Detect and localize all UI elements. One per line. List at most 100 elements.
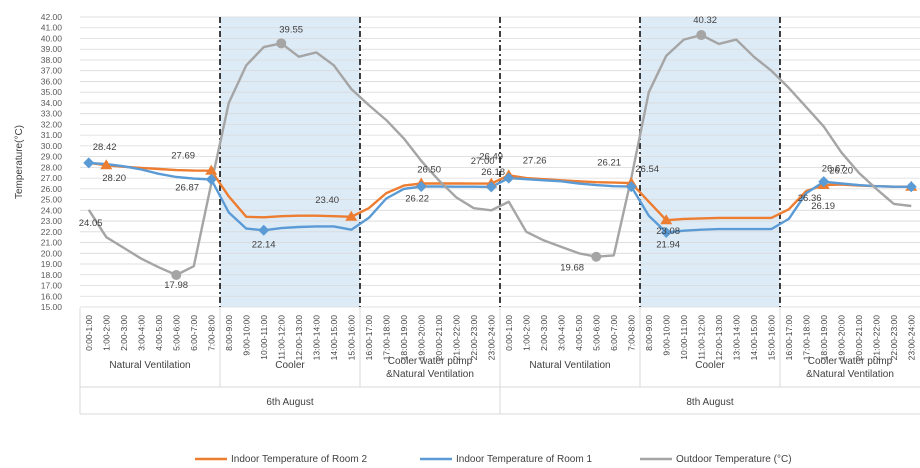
y-tick-label: 41.00 — [41, 23, 63, 33]
x-tick-label: 3:00-4:00 — [136, 315, 146, 351]
x-tick-label: 5:00-6:00 — [591, 315, 601, 351]
legend-label-0: Indoor Temperature of Room 2 — [231, 454, 367, 465]
data-label: 26.18 — [481, 167, 505, 178]
y-tick-label: 27.00 — [41, 173, 63, 183]
x-tick-label: 2:00-3:00 — [119, 315, 129, 351]
x-tick-label: 10:00-11:00 — [679, 315, 689, 360]
y-tick-label: 30.00 — [41, 141, 63, 151]
data-label: 27.69 — [171, 151, 195, 162]
x-tick-label: 14:00-15:00 — [749, 315, 759, 361]
data-label: 26.50 — [417, 164, 441, 175]
y-tick-label: 32.00 — [41, 119, 63, 129]
x-tick-label: 8:00-9:00 — [644, 315, 654, 351]
data-label: 22.14 — [252, 239, 276, 250]
x-tick-label: 20:00-21:00 — [854, 315, 864, 361]
data-label: 27.26 — [523, 155, 547, 166]
series-marker-2 — [591, 251, 602, 262]
x-tick-label: 7:00-8:00 — [626, 315, 636, 351]
series-line-1 — [88, 161, 912, 234]
x-tick-label: 18:00-19:00 — [819, 315, 829, 361]
y-tick-label: 24.00 — [41, 205, 63, 215]
x-tick-label: 17:00-18:00 — [381, 315, 391, 361]
y-tick-label: 19.00 — [41, 259, 63, 269]
series-marker-1 — [905, 181, 917, 193]
x-tick-label: 10:00-11:00 — [259, 315, 269, 360]
series-marker-1 — [503, 172, 515, 184]
data-label: 39.55 — [279, 24, 303, 35]
shaded-region-4 — [640, 17, 780, 307]
data-label: 26.49 — [479, 152, 503, 163]
x-tick-label: 6:00-7:00 — [189, 315, 199, 351]
x-tick-label: 1:00-2:00 — [101, 315, 111, 351]
series-marker-1 — [205, 174, 217, 186]
x-tick-label: 16:00-17:00 — [784, 315, 794, 361]
data-label: 19.68 — [560, 263, 584, 274]
x-tick-label: 3:00-4:00 — [556, 315, 566, 351]
x-tick-label: 13:00-14:00 — [731, 315, 741, 361]
y-tick-label: 26.00 — [41, 184, 63, 194]
series-marker-1 — [818, 176, 830, 188]
series-marker-1 — [415, 180, 427, 192]
data-label: 26.87 — [175, 183, 199, 194]
series-marker-1 — [83, 157, 95, 169]
x-tick-label: 12:00-13:00 — [714, 315, 724, 361]
mode-label-1: Cooler — [275, 360, 305, 371]
x-tick-label: 2:00-3:00 — [539, 315, 549, 351]
day-label-0: 6th August — [266, 397, 313, 408]
x-tick-label: 14:00-15:00 — [329, 315, 339, 361]
x-tick-label: 15:00-16:00 — [346, 315, 356, 361]
data-label: 24.05 — [79, 218, 103, 229]
y-tick-label: 20.00 — [41, 248, 63, 258]
x-tick-label: 4:00-5:00 — [574, 315, 584, 351]
y-tick-label: 35.00 — [41, 87, 63, 97]
legend-label-1: Indoor Temperature of Room 1 — [456, 454, 592, 465]
x-tick-label: 22:00-23:00 — [889, 315, 899, 361]
mode-label-2: Cooler water pump &Natural Ventilation — [386, 356, 474, 380]
data-label: 26.22 — [405, 193, 429, 204]
series-marker-1 — [625, 181, 637, 193]
shaded-region-1 — [220, 17, 360, 307]
data-label: 40.32 — [693, 15, 717, 26]
y-tick-label: 39.00 — [41, 44, 63, 54]
y-tick-label: 36.00 — [41, 76, 63, 86]
x-tick-label: 22:00-23:00 — [469, 315, 479, 361]
data-label: 26.20 — [829, 166, 853, 177]
x-tick-label: 9:00-10:00 — [241, 315, 251, 356]
data-label: 23.40 — [315, 195, 339, 206]
data-label: 26.21 — [597, 158, 621, 169]
y-tick-label: 17.00 — [41, 281, 63, 291]
y-tick-label: 16.00 — [41, 291, 63, 301]
series-marker-1 — [485, 181, 497, 193]
data-label: 28.42 — [93, 142, 117, 153]
y-tick-label: 38.00 — [41, 55, 63, 65]
data-label: 23.08 — [656, 226, 680, 237]
x-tick-label: 17:00-18:00 — [801, 315, 811, 361]
series-marker-0 — [345, 210, 358, 221]
x-tick-label: 11:00-12:00 — [696, 315, 706, 360]
y-tick-label: 40.00 — [41, 33, 63, 43]
y-tick-label: 18.00 — [41, 270, 63, 280]
mode-label-0: Natural Ventilation — [109, 360, 190, 371]
y-tick-label: 31.00 — [41, 130, 63, 140]
x-tick-label: 13:00-14:00 — [311, 315, 321, 361]
x-tick-label: 21:00-22:00 — [451, 315, 461, 361]
y-tick-label: 23.00 — [41, 216, 63, 226]
x-tick-label: 6:00-7:00 — [609, 315, 619, 351]
mode-label-4: Cooler — [695, 360, 725, 371]
data-label: 26.67 — [822, 164, 846, 175]
x-tick-label: 19:00-20:00 — [836, 315, 846, 361]
data-label: 26.36 — [798, 193, 822, 204]
x-tick-label: 12:00-13:00 — [294, 315, 304, 361]
y-tick-label: 15.00 — [41, 302, 63, 312]
data-label: 26.19 — [811, 201, 835, 212]
day-label-1: 8th August — [686, 397, 733, 408]
series-marker-1 — [258, 224, 270, 236]
series-marker-0 — [100, 159, 113, 170]
data-label: 26.54 — [635, 164, 659, 175]
series-marker-0 — [660, 214, 673, 225]
x-tick-label: 1:00-2:00 — [521, 315, 531, 351]
series-marker-2 — [171, 269, 182, 280]
series-line-0 — [88, 161, 912, 222]
x-tick-label: 0:00-1:00 — [504, 315, 514, 351]
